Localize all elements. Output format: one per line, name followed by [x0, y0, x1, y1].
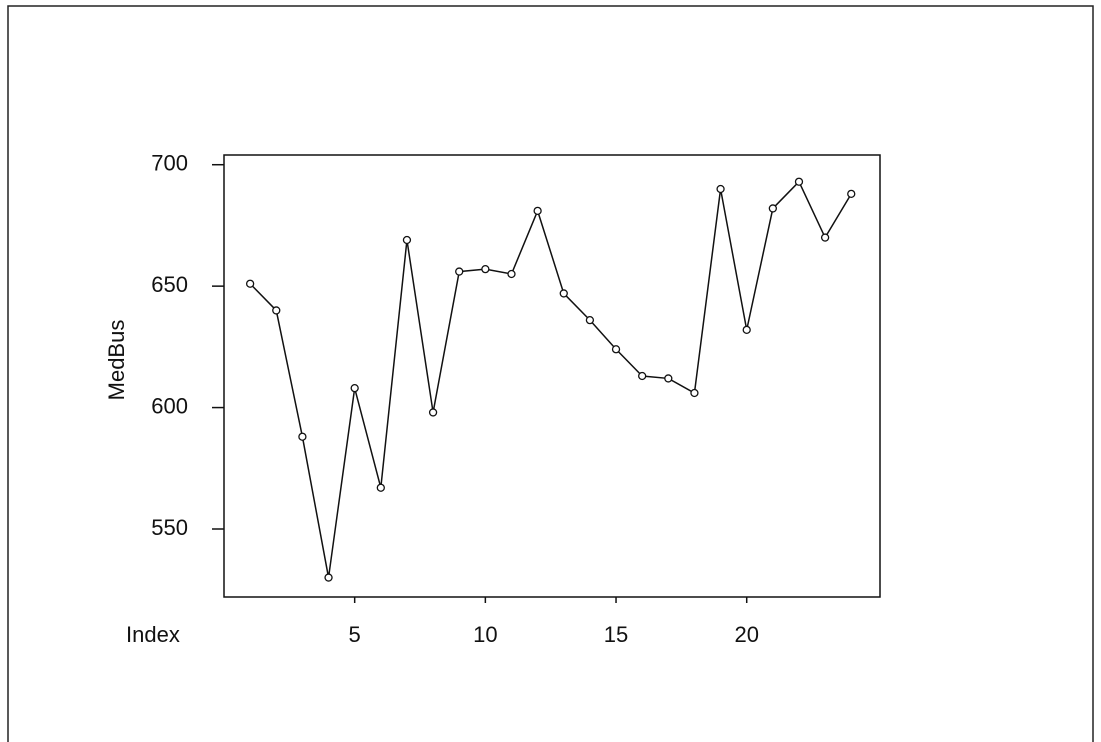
data-point [820, 233, 830, 242]
data-point [376, 483, 385, 492]
page-frame [7, 5, 1094, 742]
data-point [690, 388, 699, 398]
data-point [507, 269, 516, 279]
data-point [559, 289, 568, 298]
data-point [272, 306, 281, 315]
y-tick-label: 600 [151, 393, 188, 418]
data-point [638, 371, 647, 381]
data-point [428, 408, 438, 417]
data-point [742, 325, 751, 335]
data-point [611, 345, 621, 354]
data-point [324, 573, 333, 582]
y-axis-label: MedBus [104, 320, 129, 401]
data-point [716, 184, 725, 194]
data-point [402, 235, 412, 245]
data-point [768, 204, 777, 213]
y-tick-label: 550 [151, 515, 188, 540]
data-point [245, 279, 255, 288]
x-tick-label: 20 [734, 622, 758, 647]
data-point [794, 177, 804, 186]
data-point [664, 374, 673, 383]
x-tick-label: 10 [473, 622, 497, 647]
data-line [249, 180, 852, 578]
data-point [298, 432, 307, 441]
plot-frame [223, 154, 881, 598]
data-point [350, 383, 359, 393]
y-tick-label: 700 [151, 151, 188, 176]
data-point [585, 315, 595, 325]
data-point [847, 189, 856, 199]
data-point [481, 264, 490, 274]
data-point [533, 206, 542, 216]
x-axis-label: Index [126, 622, 180, 647]
y-tick-label: 650 [151, 272, 188, 297]
x-tick-label: 5 [349, 622, 361, 647]
data-point [455, 267, 464, 276]
x-tick-label: 15 [604, 622, 628, 647]
